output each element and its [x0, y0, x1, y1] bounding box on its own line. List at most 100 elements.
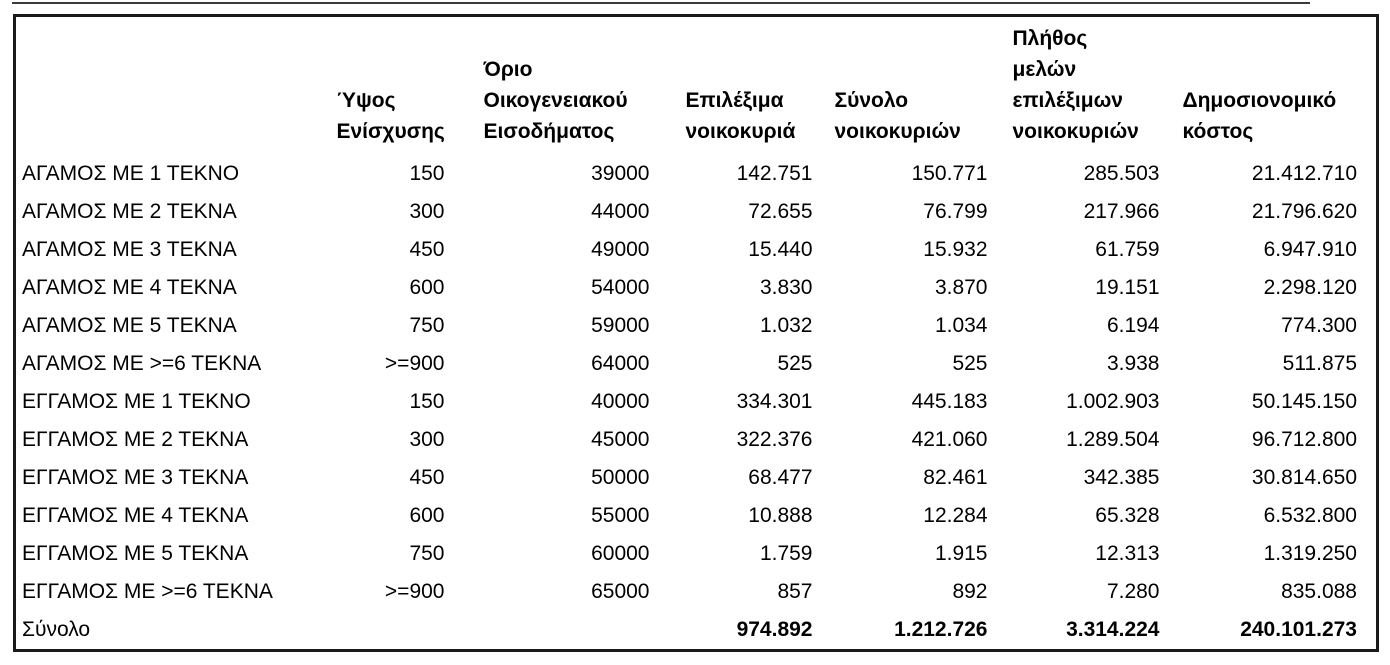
cell-eligible-members: 6.194	[1106, 314, 1160, 337]
cell-income-limit: 49000	[591, 238, 650, 261]
cell-income-limit: 59000	[591, 314, 650, 337]
cell-eligible-members: 12.313	[1095, 542, 1160, 565]
cell-eligible-members: 61.759	[1095, 238, 1160, 261]
cell-total-households: 3.870	[934, 276, 988, 299]
cell-eligible-households-total: 974.892	[736, 618, 813, 641]
cell-aid-amount: 300	[409, 428, 445, 451]
table-row: ΑΓΑΜΟΣ ΜΕ >=6 ΤΕΚΝΑ >=900 64000 525 525 …	[15, 345, 1378, 383]
cell-eligible-members: 3.938	[1106, 352, 1160, 375]
cell-aid-amount: >=900	[384, 580, 445, 603]
cell-total-households: 421.060	[911, 428, 988, 451]
header-row: Ύψος Ενίσχυσης Όριο Οικογενειακού Εισοδή…	[15, 16, 1378, 156]
row-label: ΑΓΑΜΟΣ ΜΕ 5 ΤΕΚΝΑ	[22, 314, 237, 337]
cell-fiscal-cost: 2.298.120	[1263, 276, 1357, 299]
cell-eligible-members: 7.280	[1106, 580, 1160, 603]
cell-income-limit	[484, 611, 686, 651]
cell-aid-amount: 450	[409, 238, 445, 261]
table-row: ΑΓΑΜΟΣ ΜΕ 4 ΤΕΚΝΑ 600 54000 3.830 3.870 …	[15, 269, 1378, 307]
cell-eligible-members: 217.966	[1083, 200, 1160, 223]
row-label: ΑΓΑΜΟΣ ΜΕ 1 ΤΕΚΝΟ	[22, 162, 240, 185]
cell-income-limit: 54000	[591, 276, 650, 299]
cell-eligible-households: 3.830	[759, 276, 813, 299]
cell-fiscal-cost-total: 240.101.273	[1240, 618, 1357, 641]
cell-eligible-households: 1.032	[759, 314, 813, 337]
cell-eligible-households: 334.301	[736, 390, 813, 413]
col-header-category	[15, 16, 337, 156]
cell-eligible-households: 322.376	[736, 428, 813, 451]
table-row: ΕΓΓΑΜΟΣ ΜΕ 2 ΤΕΚΝΑ 300 45000 322.376 421…	[15, 421, 1378, 459]
cell-fiscal-cost: 1.319.250	[1263, 542, 1357, 565]
col-header-aid-amount: Ύψος Ενίσχυσης	[336, 89, 445, 143]
cell-income-limit: 65000	[591, 580, 650, 603]
cell-total-households: 76.799	[923, 200, 988, 223]
subsidy-table: Ύψος Ενίσχυσης Όριο Οικογενειακού Εισοδή…	[13, 14, 1379, 652]
cell-eligible-members: 285.503	[1083, 162, 1160, 185]
cell-income-limit: 64000	[591, 352, 650, 375]
col-header-total-households: Σύνολο νοικοκυριών	[834, 89, 961, 143]
cell-aid-amount: 750	[409, 314, 445, 337]
cell-aid-amount	[337, 611, 484, 651]
row-label: ΑΓΑΜΟΣ ΜΕ 3 ΤΕΚΝΑ	[22, 238, 237, 261]
cell-eligible-households: 857	[777, 580, 813, 603]
col-header-eligible-members: Πλήθος μελών επιλέξιμων νοικοκυριών	[1012, 27, 1139, 143]
cell-aid-amount: 150	[409, 162, 445, 185]
cell-total-households: 150.771	[911, 162, 988, 185]
table-row: ΑΓΑΜΟΣ ΜΕ 3 ΤΕΚΝΑ 450 49000 15.440 15.93…	[15, 231, 1378, 269]
cell-eligible-households: 10.888	[748, 504, 813, 527]
row-label: ΕΓΓΑΜΟΣ ΜΕ 1 ΤΕΚΝΟ	[22, 390, 251, 413]
cell-eligible-households: 1.759	[759, 542, 813, 565]
col-header-eligible-households: Επιλέξιμα νοικοκυριά	[685, 89, 796, 143]
row-label: ΑΓΑΜΟΣ ΜΕ 4 ΤΕΚΝΑ	[22, 276, 237, 299]
cell-total-households-total: 1.212.726	[894, 618, 988, 641]
total-row-label: Σύνολο	[22, 618, 91, 641]
cell-fiscal-cost: 6.532.800	[1263, 504, 1357, 527]
cell-eligible-members: 65.328	[1095, 504, 1160, 527]
cell-fiscal-cost: 6.947.910	[1263, 238, 1357, 261]
row-label: ΕΓΓΑΜΟΣ ΜΕ 5 ΤΕΚΝΑ	[22, 542, 249, 565]
table-row: ΕΓΓΑΜΟΣ ΜΕ 4 ΤΕΚΝΑ 600 55000 10.888 12.2…	[15, 497, 1378, 535]
cell-eligible-households: 142.751	[736, 162, 813, 185]
cell-total-households: 82.461	[923, 466, 988, 489]
cell-total-households: 1.915	[934, 542, 988, 565]
col-header-income-limit: Όριο Οικογενειακού Εισοδήματος	[483, 58, 628, 143]
row-label: ΑΓΑΜΟΣ ΜΕ >=6 ΤΕΚΝΑ	[22, 352, 262, 375]
cell-fiscal-cost: 21.796.620	[1251, 200, 1357, 223]
cell-fiscal-cost: 30.814.650	[1251, 466, 1357, 489]
cell-income-limit: 55000	[591, 504, 650, 527]
cell-fiscal-cost: 835.088	[1281, 580, 1357, 603]
cell-income-limit: 39000	[591, 162, 650, 185]
cell-total-households: 15.932	[923, 238, 988, 261]
cell-aid-amount: 750	[409, 542, 445, 565]
table-row: ΕΓΓΑΜΟΣ ΜΕ 5 ΤΕΚΝΑ 750 60000 1.759 1.915…	[15, 535, 1378, 573]
cell-income-limit: 45000	[591, 428, 650, 451]
total-row: Σύνολο 974.892 1.212.726 3.314.224 240.1…	[15, 611, 1378, 651]
row-label: ΕΓΓΑΜΟΣ ΜΕ >=6 ΤΕΚΝΑ	[22, 580, 273, 603]
cell-income-limit: 40000	[591, 390, 650, 413]
cell-eligible-households: 525	[777, 352, 813, 375]
cell-eligible-members: 1.289.504	[1066, 428, 1160, 451]
row-label: ΕΓΓΑΜΟΣ ΜΕ 4 ΤΕΚΝΑ	[22, 504, 249, 527]
cell-fiscal-cost: 511.875	[1282, 352, 1357, 375]
cell-eligible-members: 1.002.903	[1066, 390, 1160, 413]
table-row: ΑΓΑΜΟΣ ΜΕ 1 ΤΕΚΝΟ 150 39000 142.751 150.…	[15, 155, 1378, 193]
table-row: ΕΓΓΑΜΟΣ ΜΕ 3 ΤΕΚΝΑ 450 50000 68.477 82.4…	[15, 459, 1378, 497]
row-label: ΕΓΓΑΜΟΣ ΜΕ 3 ΤΕΚΝΑ	[22, 466, 249, 489]
cell-aid-amount: 300	[409, 200, 445, 223]
table-row: ΕΓΓΑΜΟΣ ΜΕ 1 ΤΕΚΝΟ 150 40000 334.301 445…	[15, 383, 1378, 421]
cell-aid-amount: 450	[409, 466, 445, 489]
cell-fiscal-cost: 21.412.710	[1251, 162, 1357, 185]
table-row: ΕΓΓΑΜΟΣ ΜΕ >=6 ΤΕΚΝΑ >=900 65000 857 892…	[15, 573, 1378, 611]
top-rule	[12, 2, 1310, 4]
cell-total-households: 525	[952, 352, 988, 375]
row-label: ΕΓΓΑΜΟΣ ΜΕ 2 ΤΕΚΝΑ	[22, 428, 249, 451]
table-row: ΑΓΑΜΟΣ ΜΕ 2 ΤΕΚΝΑ 300 44000 72.655 76.79…	[15, 193, 1378, 231]
cell-eligible-households: 68.477	[748, 466, 813, 489]
row-label: ΑΓΑΜΟΣ ΜΕ 2 ΤΕΚΝΑ	[22, 200, 237, 223]
cell-eligible-households: 15.440	[748, 238, 813, 261]
cell-aid-amount: 600	[409, 504, 445, 527]
table-row: ΑΓΑΜΟΣ ΜΕ 5 ΤΕΚΝΑ 750 59000 1.032 1.034 …	[15, 307, 1378, 345]
cell-income-limit: 50000	[591, 466, 650, 489]
cell-aid-amount: 150	[409, 390, 445, 413]
cell-fiscal-cost: 774.300	[1281, 314, 1357, 337]
cell-eligible-members: 19.151	[1095, 276, 1160, 299]
